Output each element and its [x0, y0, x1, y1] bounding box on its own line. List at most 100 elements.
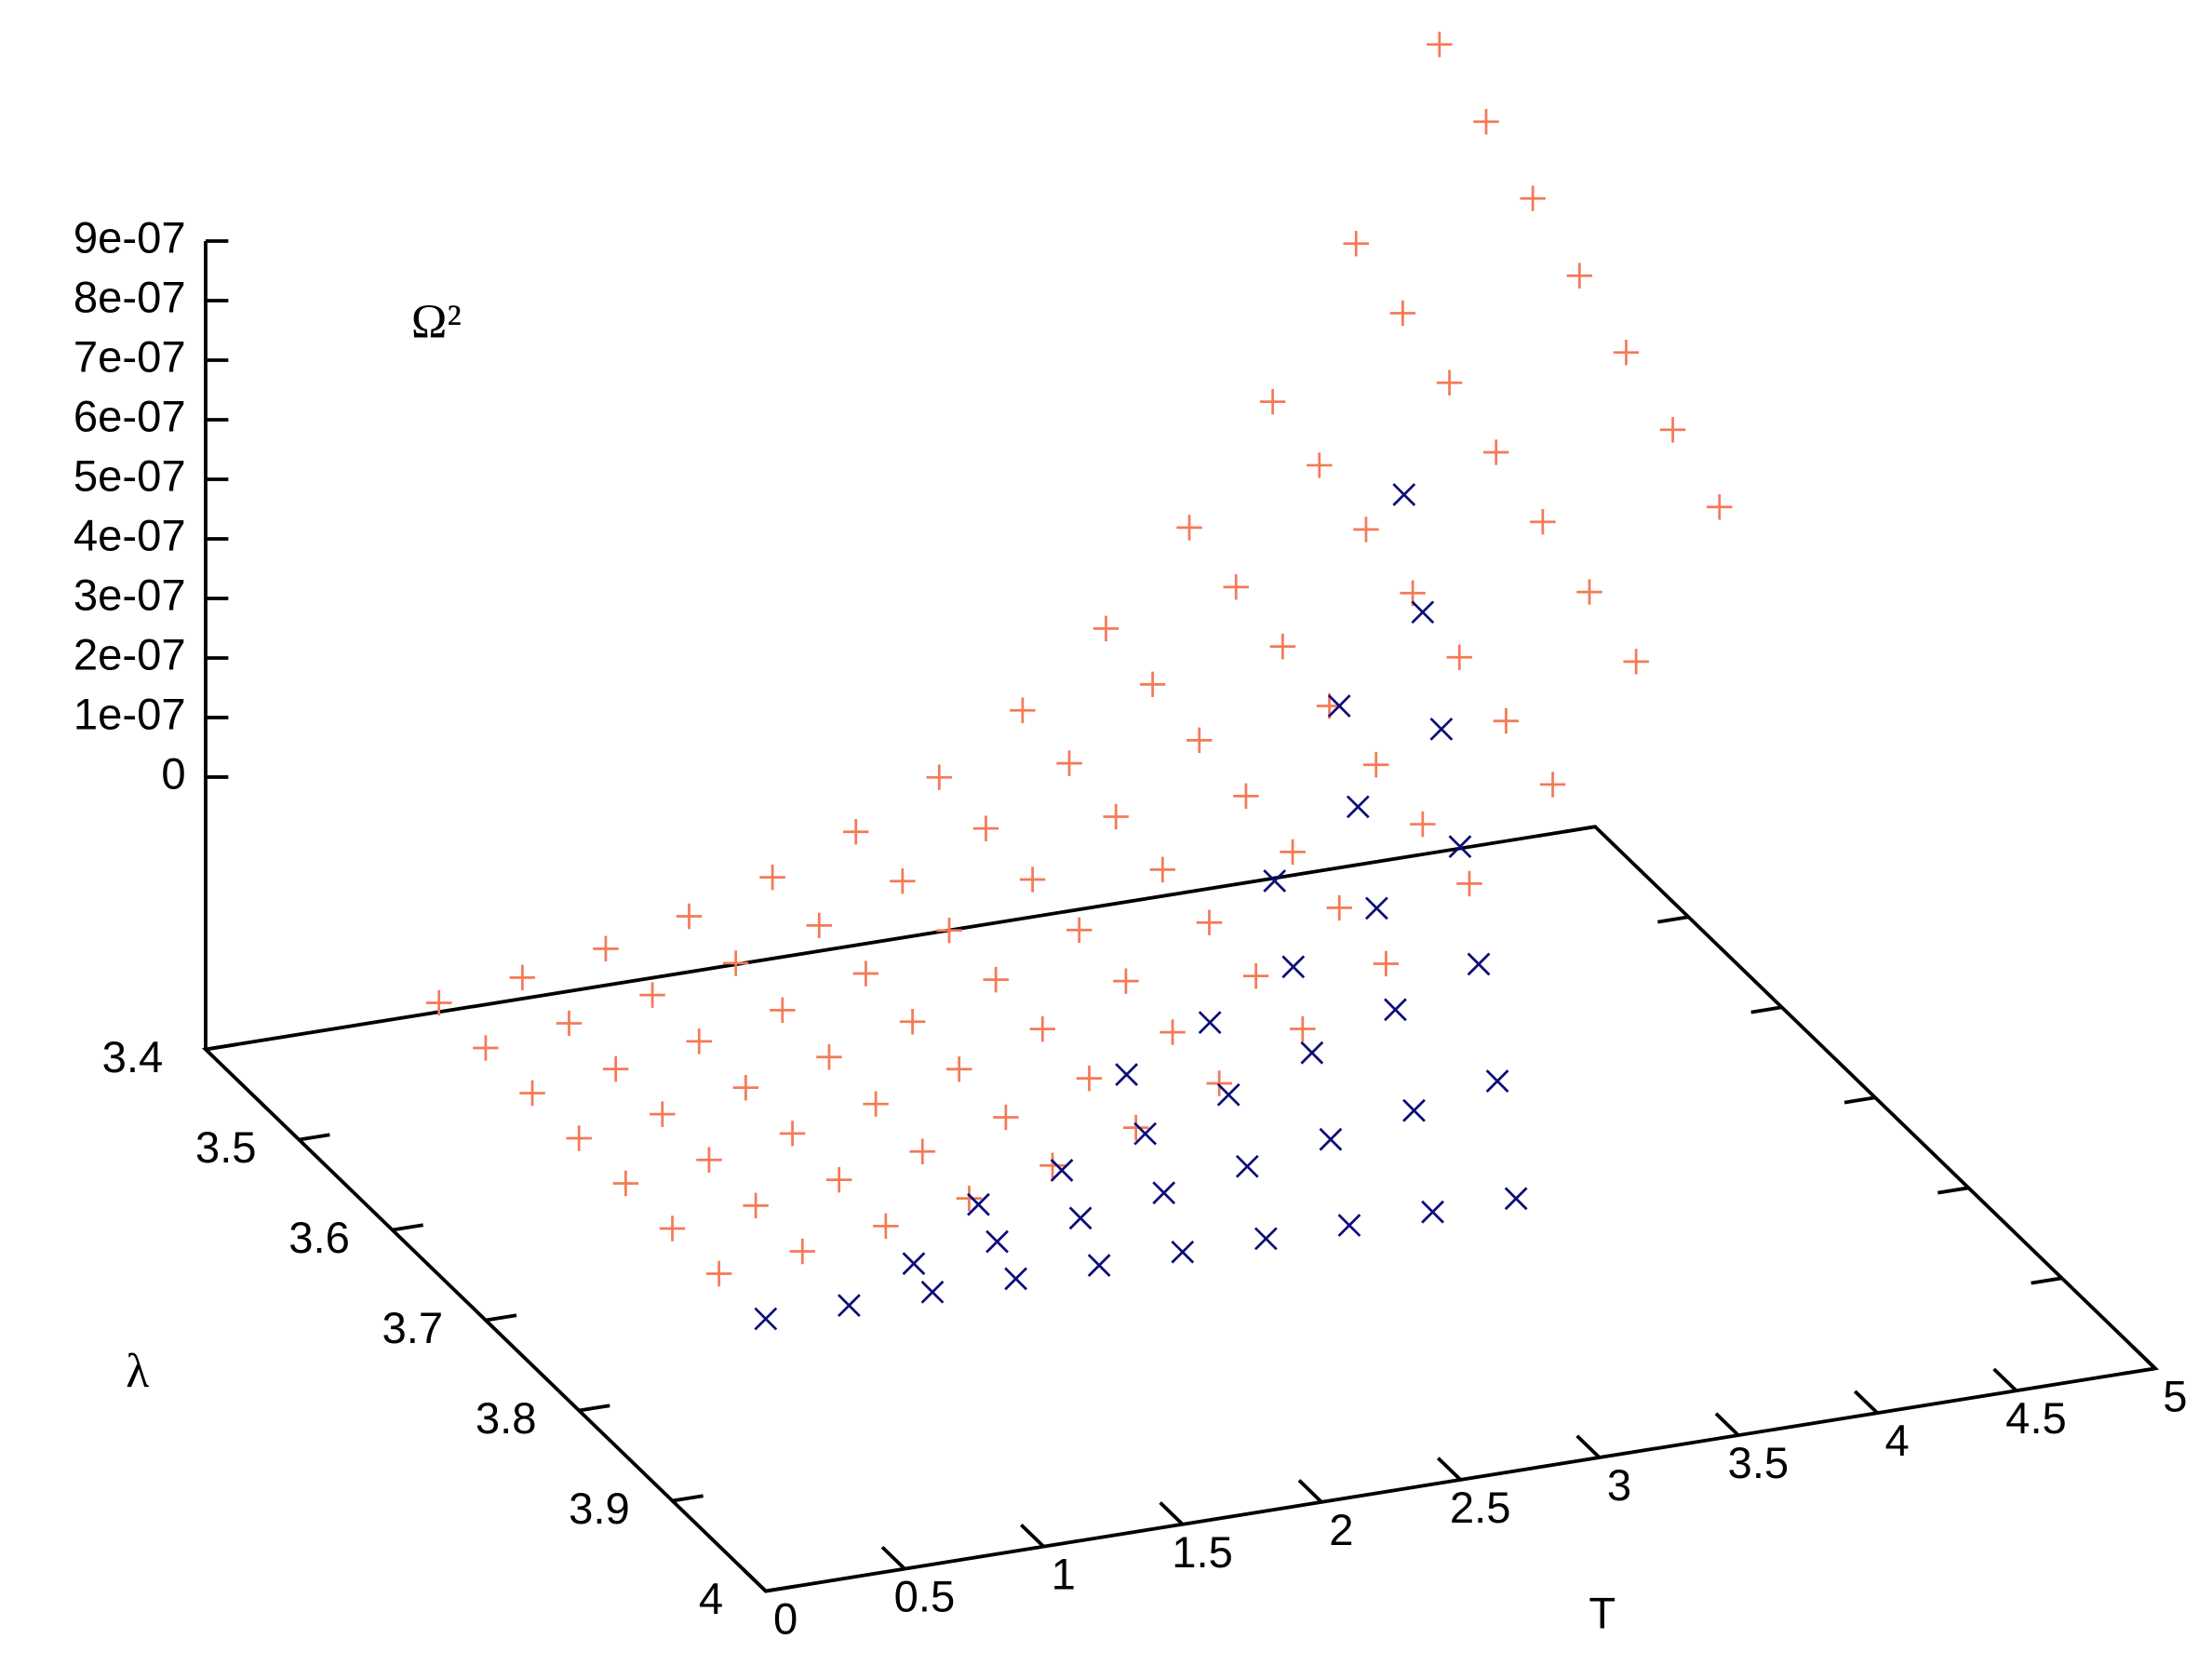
- point: [1039, 1152, 1066, 1178]
- x-tick-label: 4: [1885, 1417, 1910, 1466]
- y-tick-mirror: [2124, 1366, 2156, 1376]
- point: [1343, 231, 1369, 257]
- point: [1152, 1181, 1176, 1205]
- z-axis-label: Ω²: [411, 295, 462, 348]
- point: [705, 1260, 732, 1287]
- point: [983, 966, 1009, 993]
- point: [1384, 998, 1407, 1022]
- point: [1050, 1159, 1074, 1182]
- z-tick-label: 9e-07: [74, 213, 186, 262]
- point: [659, 1216, 686, 1242]
- y-tick-mirror: [2031, 1276, 2062, 1285]
- point: [1566, 262, 1593, 289]
- point: [612, 1170, 639, 1197]
- point: [789, 1238, 815, 1265]
- point: [899, 1009, 926, 1035]
- point: [1364, 896, 1388, 920]
- x-tick-label: 1.5: [1172, 1528, 1233, 1578]
- y-tick: [205, 1042, 237, 1052]
- point: [473, 1035, 499, 1061]
- point: [1530, 508, 1556, 535]
- point: [1456, 870, 1482, 897]
- y-tick: [765, 1584, 798, 1593]
- point: [1206, 1070, 1232, 1096]
- point: [956, 1185, 983, 1212]
- point: [754, 1307, 778, 1331]
- y-axis-label: λ: [126, 1345, 149, 1398]
- point: [1410, 811, 1436, 838]
- point: [972, 815, 999, 841]
- x-tick: [1159, 1501, 1185, 1526]
- point: [1429, 717, 1454, 741]
- x-tick: [1575, 1434, 1602, 1459]
- point: [1290, 1015, 1316, 1042]
- point: [1263, 869, 1287, 893]
- point: [1623, 649, 1649, 675]
- x-tick-label: 2: [1329, 1506, 1353, 1555]
- point: [1327, 694, 1351, 718]
- point: [1122, 1114, 1149, 1141]
- point: [1353, 517, 1379, 543]
- point: [1373, 950, 1400, 977]
- point: [1281, 955, 1306, 979]
- point: [1149, 856, 1176, 883]
- point: [426, 989, 452, 1016]
- y-tick: [672, 1494, 704, 1503]
- point: [1113, 968, 1139, 994]
- point: [1520, 185, 1546, 211]
- x-tick-label: 3.5: [1728, 1439, 1790, 1488]
- point: [1448, 835, 1472, 859]
- x-tick: [1297, 1479, 1323, 1504]
- point: [926, 764, 953, 790]
- y-tick-mirror: [1750, 1005, 1783, 1014]
- x-tick: [880, 1545, 906, 1570]
- point: [732, 1074, 759, 1101]
- x-tick-label: 2.5: [1450, 1484, 1511, 1533]
- point: [1076, 1065, 1103, 1092]
- point: [1300, 1041, 1324, 1065]
- point: [1235, 1154, 1259, 1178]
- floor-frame: [201, 825, 2160, 1593]
- y-tick-mirror: [1843, 1095, 1876, 1105]
- point: [1482, 439, 1509, 465]
- y-tick: [485, 1313, 517, 1323]
- point: [1103, 803, 1129, 830]
- point: [936, 917, 962, 944]
- point: [1504, 1187, 1528, 1211]
- x-tick: [1714, 1412, 1740, 1437]
- point: [946, 1056, 972, 1082]
- point: [1411, 600, 1435, 625]
- y-tick-mirror: [1657, 915, 1689, 924]
- point: [838, 1294, 861, 1318]
- point: [852, 960, 879, 987]
- point: [1467, 952, 1491, 976]
- point: [1004, 1267, 1027, 1291]
- point: [1068, 1206, 1093, 1230]
- point: [1087, 1254, 1111, 1277]
- point: [1707, 494, 1733, 520]
- point: [993, 1104, 1019, 1131]
- point: [1196, 909, 1223, 935]
- point: [1473, 109, 1499, 135]
- point: [825, 1166, 852, 1193]
- x-tick-label: 1: [1052, 1551, 1076, 1600]
- point: [1160, 1019, 1186, 1045]
- point: [1259, 388, 1286, 415]
- z-tick-label: 2e-07: [74, 630, 186, 679]
- point: [639, 982, 665, 1008]
- point: [686, 1028, 712, 1054]
- point: [1346, 795, 1370, 819]
- z-tick-label: 1e-07: [74, 690, 186, 739]
- x-tick: [742, 1567, 768, 1592]
- z-tick-label: 0: [161, 749, 185, 799]
- point: [1233, 783, 1259, 810]
- point: [770, 997, 796, 1024]
- point: [509, 964, 536, 991]
- point: [1659, 417, 1686, 443]
- point: [873, 1213, 899, 1240]
- y-tick-label: 4: [699, 1575, 723, 1624]
- point: [1010, 697, 1036, 723]
- x-tick: [1436, 1457, 1462, 1482]
- point: [1269, 633, 1296, 660]
